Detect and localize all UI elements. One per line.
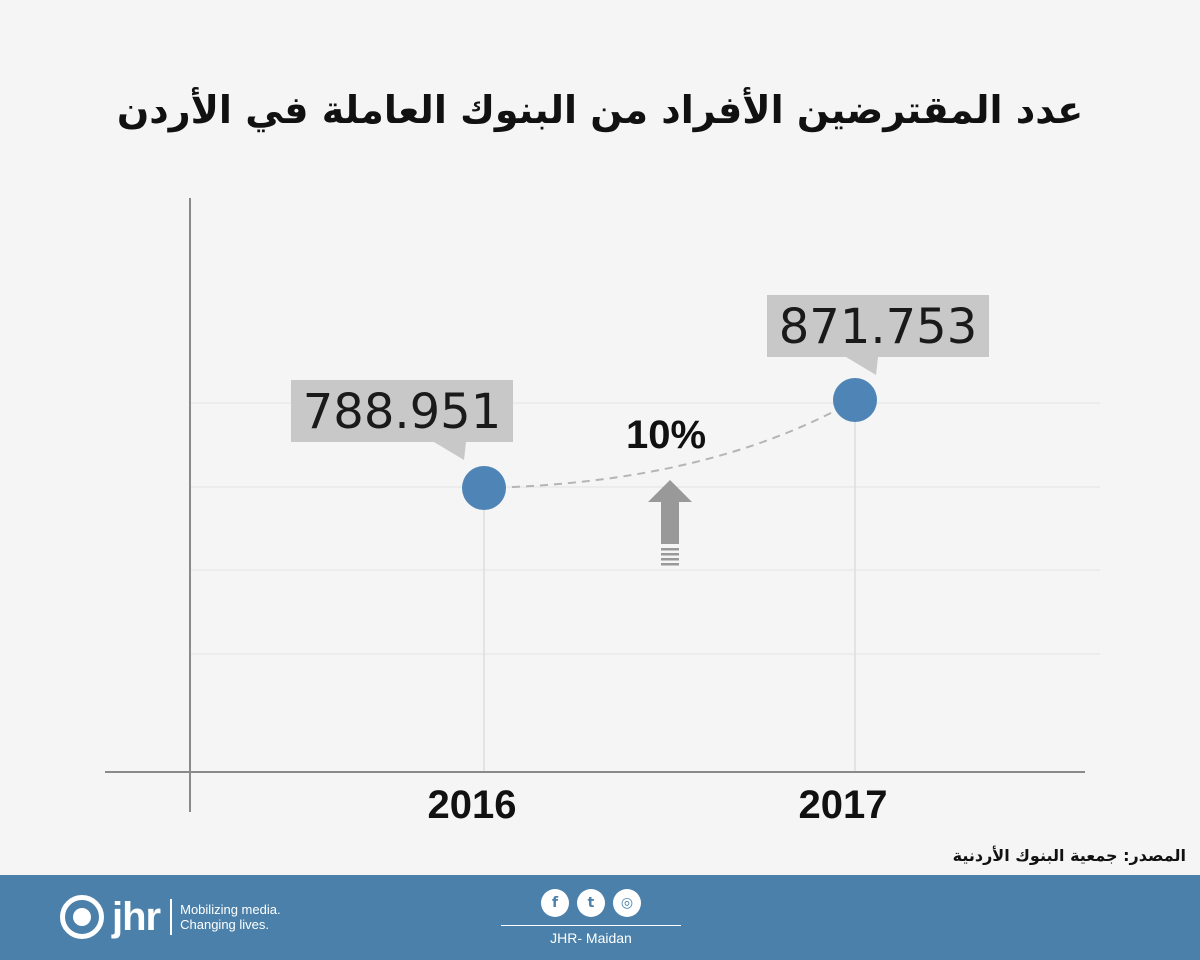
data-point-0	[462, 466, 506, 510]
data-label-1: 871.753	[779, 299, 978, 355]
logo-divider	[170, 899, 173, 935]
source-note: المصدر: جمعية البنوك الأردنية	[952, 846, 1186, 865]
change-label: 10%	[626, 413, 706, 457]
social-divider	[501, 925, 681, 926]
increase-arrow-icon	[648, 480, 692, 544]
chart-marks: 10% 788.951 2016 871.753 2017	[291, 295, 989, 827]
arrow-stripe-1	[661, 553, 679, 556]
arrow-stripe-3	[661, 563, 679, 566]
callout-tail-0	[434, 442, 466, 460]
data-callout-0	[291, 380, 513, 442]
data-point-1	[833, 378, 877, 422]
logo-tagline: Mobilizing media. Changing lives.	[180, 902, 280, 932]
arrow-stripe-0	[661, 548, 679, 551]
data-label-0: 788.951	[303, 384, 502, 440]
instagram-icon[interactable]: ◎	[613, 889, 641, 917]
logo-name: jhr	[112, 894, 161, 939]
tagline-line-2: Changing lives.	[180, 917, 270, 932]
brand-label: JHR- Maidan	[550, 930, 632, 946]
data-callout-1	[767, 295, 989, 357]
series-line	[483, 399, 856, 489]
line-chart: 10% 788.951 2016 871.753 2017	[105, 198, 1100, 827]
globe-icon	[60, 895, 104, 939]
social-links: f t ◎	[501, 889, 681, 917]
footer-bar: jhr Mobilizing media. Changing lives. f …	[0, 875, 1200, 960]
twitter-icon[interactable]: t	[577, 889, 605, 917]
chart-title: عدد المقترضين الأفراد من البنوك العاملة …	[116, 88, 1084, 132]
x-tick-label-0: 2016	[428, 783, 517, 827]
axes	[105, 198, 1085, 812]
callout-tail-1	[846, 357, 878, 375]
facebook-icon[interactable]: f	[541, 889, 569, 917]
x-tick-label-1: 2017	[799, 783, 888, 827]
arrow-stripe-2	[661, 558, 679, 561]
jhr-logo[interactable]: jhr Mobilizing media. Changing lives.	[60, 889, 281, 945]
tagline-line-1: Mobilizing media.	[180, 902, 281, 917]
